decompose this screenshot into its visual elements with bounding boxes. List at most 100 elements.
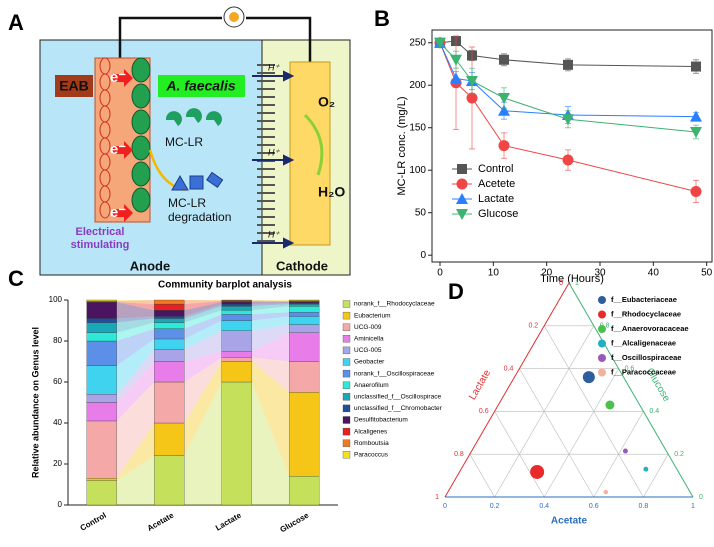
x-tick-label: 30 (594, 268, 606, 279)
electron-arrows (112, 69, 133, 222)
y-axis-label: MC-LR conc. (mg/L) (396, 96, 408, 195)
acetate-tick-label: 0.6 (589, 503, 599, 510)
bar-segment (154, 338, 185, 350)
bar-segment (221, 300, 252, 303)
bar-segment (154, 316, 185, 319)
flow (116, 455, 155, 505)
y-tick-label: 100 (409, 165, 426, 176)
x-tick-label: Acetate (146, 510, 176, 533)
flow (116, 302, 155, 311)
legend-swatch (342, 346, 351, 355)
bacteria-column (99, 57, 111, 219)
bar-segment (154, 349, 185, 362)
legend-label: f__Alcaligenaceae (611, 338, 676, 347)
plot-frame (431, 29, 713, 263)
marker (563, 59, 573, 70)
flow (251, 304, 290, 311)
legend-label: f__Rhodocyclaceae (611, 309, 681, 318)
bar-segment (221, 301, 252, 305)
y-tick-label: 80 (53, 336, 62, 345)
bar-segment (289, 312, 320, 317)
degradation-label: degradation (168, 210, 231, 224)
flow (184, 330, 222, 362)
bar-segment (154, 322, 185, 329)
proton-label: H⁺ (268, 229, 280, 239)
bar-segment (154, 318, 185, 323)
bar-segment (154, 422, 185, 456)
eab-label: EAB (59, 78, 89, 94)
legend-marker (598, 368, 606, 377)
flow (116, 382, 155, 479)
flow (251, 300, 290, 302)
flow (184, 301, 222, 311)
flow (184, 361, 222, 456)
flow (116, 300, 155, 302)
legend-swatch (342, 300, 351, 308)
bar-segment (289, 324, 320, 333)
bar-segment (86, 480, 117, 506)
water-label: H₂O (318, 184, 345, 200)
panel-a: EAB e⁻ e⁻ e⁻ A. faecalis MC-LR MC-LR deg… (39, 6, 351, 276)
cathode-electrode (289, 61, 331, 246)
legend-swatch (342, 427, 351, 436)
legend-label: norank_f__Rhodocyclaceae (354, 301, 435, 308)
bar-segment (154, 328, 185, 340)
x-tick-label: 20 (541, 268, 553, 279)
flow (116, 361, 155, 421)
flow (184, 351, 222, 382)
marker (434, 37, 446, 49)
marker (450, 54, 462, 66)
legend-marker (598, 325, 606, 333)
x-tick-label: 10 (488, 268, 500, 279)
bar-segment (221, 303, 252, 307)
y-tick-label: 40 (53, 418, 62, 427)
marker (498, 104, 510, 116)
bulb-core (229, 12, 239, 22)
flow (251, 312, 290, 321)
flow (184, 300, 222, 305)
legend-swatch (342, 439, 351, 447)
flow (251, 300, 290, 301)
bar-segment (86, 301, 117, 319)
lactate-tick-label: 1 (435, 494, 439, 501)
legend-swatch (342, 404, 351, 413)
legend-label: unclassified_f__Chromobacter (354, 405, 443, 412)
legend-swatch (342, 369, 351, 378)
bar-segment (221, 381, 252, 506)
flow (116, 316, 155, 323)
membrane (257, 64, 275, 242)
electron-label: e⁻ (110, 204, 126, 221)
point (622, 448, 628, 454)
panel-label: D (448, 279, 464, 304)
legend-label: Desulfitobacterium (354, 417, 408, 424)
bar-segment (154, 310, 185, 317)
legend-label: Anaerofilum (354, 382, 389, 389)
glucose-tick-label: 0 (699, 494, 703, 501)
legend-label: unclassified_f__Oscillospirace (354, 394, 441, 401)
marker (499, 54, 509, 65)
glucose-tick-label: 0.4 (649, 408, 659, 415)
lactate-axis-label: Lactate (467, 368, 493, 402)
legend-label: norank_f__Oscillospiraceae (354, 370, 435, 377)
reduction-arrow (303, 113, 324, 176)
x-tick-label: 50 (701, 268, 713, 279)
bar-segment (86, 322, 117, 333)
flow (251, 301, 290, 303)
legend-label: Geobacter (354, 359, 385, 366)
y-tick-label: 50 (415, 207, 427, 218)
marker (498, 140, 510, 152)
y-tick-label: 60 (53, 377, 62, 386)
legend-label: Aminicella (354, 336, 384, 343)
bar-segment (289, 299, 320, 301)
flow (251, 382, 290, 505)
y-tick-label: 200 (409, 80, 426, 91)
x-tick-label: 40 (648, 268, 660, 279)
flow (251, 306, 290, 315)
x-tick-label: Glucose (278, 510, 310, 534)
flow (184, 320, 222, 350)
faecalis-column (131, 57, 151, 213)
bar-segment (86, 300, 117, 303)
legend-marker (598, 310, 606, 319)
bar-segment (289, 476, 320, 506)
grid-line (543, 368, 619, 498)
